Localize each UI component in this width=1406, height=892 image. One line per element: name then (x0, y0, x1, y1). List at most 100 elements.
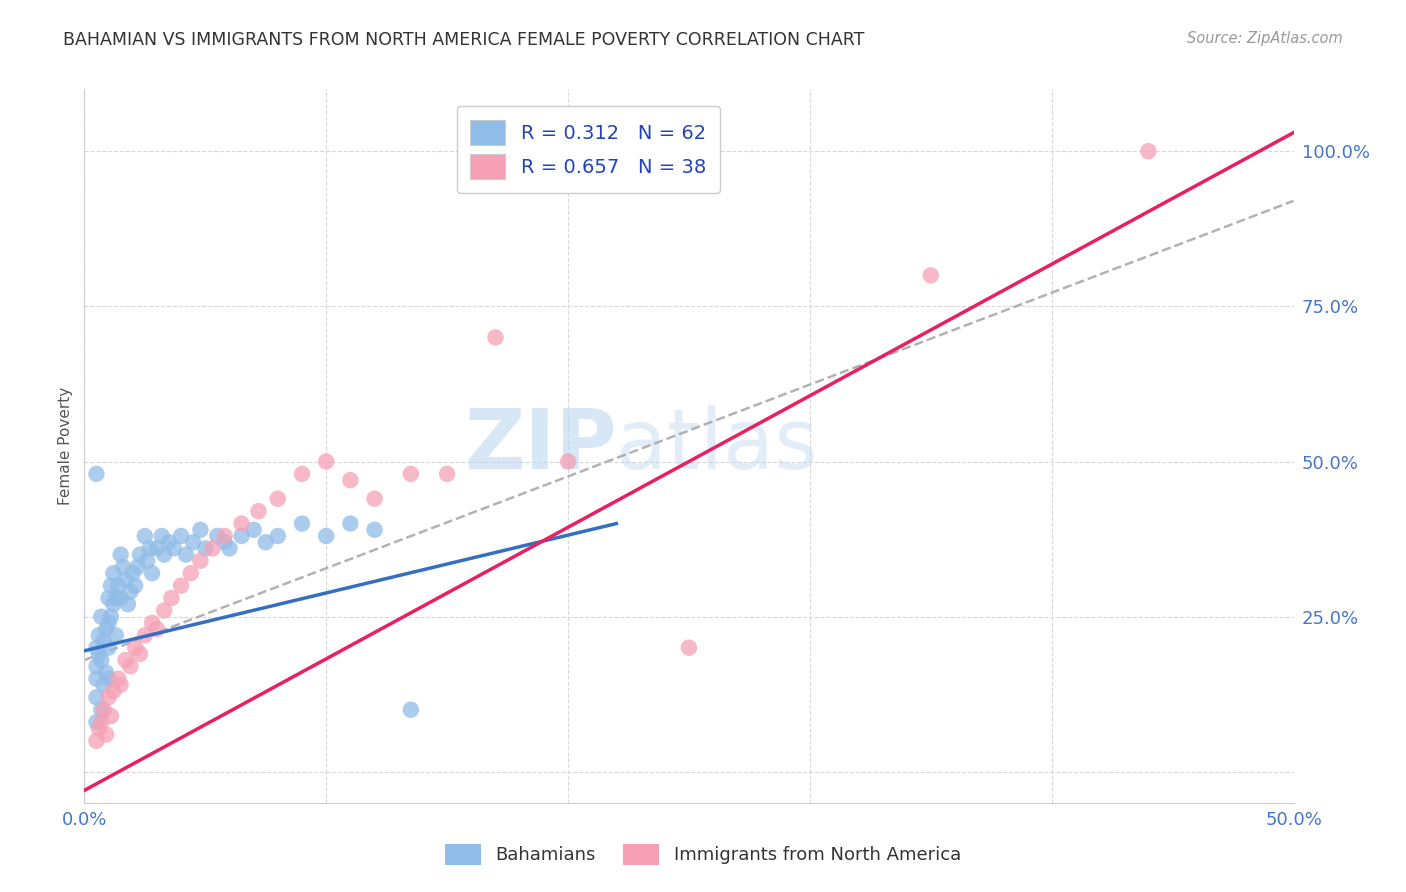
Point (86, 690, 108, 705)
Point (86, 715, 108, 730)
Point (94, 622, 117, 636)
Point (920, 268, 942, 283)
Point (114, 653, 136, 667)
Point (110, 591, 132, 605)
Point (104, 628, 127, 642)
Point (97, 640, 120, 655)
Point (107, 672, 129, 686)
Point (399, 703, 422, 717)
Point (315, 529, 337, 543)
Point (120, 659, 142, 673)
Point (100, 609, 122, 624)
Point (214, 529, 236, 543)
Text: Source: ZipAtlas.com: Source: ZipAtlas.com (1187, 31, 1343, 46)
Point (107, 579, 129, 593)
Point (180, 566, 202, 581)
Point (97, 615, 120, 630)
Point (339, 516, 361, 531)
Point (86, 659, 108, 673)
Point (87, 628, 110, 642)
Point (100, 579, 122, 593)
Point (121, 566, 143, 581)
Point (124, 579, 146, 593)
Point (86, 733, 108, 747)
Point (86, 640, 108, 655)
Point (1137, 145, 1160, 159)
Point (90, 609, 112, 624)
Point (117, 597, 139, 611)
Point (231, 516, 253, 531)
Point (86, 467, 108, 481)
Point (150, 529, 173, 543)
Point (231, 529, 253, 543)
Point (484, 330, 506, 344)
Point (90, 715, 112, 730)
Point (436, 467, 458, 481)
Point (141, 615, 163, 630)
Point (124, 640, 146, 655)
Point (114, 573, 136, 587)
Point (129, 548, 152, 562)
Point (136, 554, 159, 568)
Point (138, 541, 160, 556)
Point (146, 541, 169, 556)
Point (339, 473, 361, 487)
Point (153, 548, 176, 562)
Point (291, 516, 314, 531)
Point (214, 535, 236, 549)
Text: atlas: atlas (616, 406, 818, 486)
Point (157, 535, 180, 549)
Point (170, 529, 193, 543)
Point (87, 722, 110, 736)
Point (254, 535, 277, 549)
Text: BAHAMIAN VS IMMIGRANTS FROM NORTH AMERICA FEMALE POVERTY CORRELATION CHART: BAHAMIAN VS IMMIGRANTS FROM NORTH AMERIC… (63, 31, 865, 49)
Point (112, 560, 135, 574)
Point (678, 640, 700, 655)
Point (363, 491, 385, 506)
Point (146, 622, 169, 636)
Point (141, 566, 163, 581)
Point (163, 541, 186, 556)
Point (190, 523, 212, 537)
Point (134, 529, 156, 543)
Y-axis label: Female Poverty: Female Poverty (58, 387, 73, 505)
Point (247, 504, 270, 518)
Point (363, 523, 385, 537)
Point (97, 672, 120, 686)
Point (90, 653, 112, 667)
Point (160, 591, 183, 605)
Point (104, 591, 127, 605)
Point (153, 603, 176, 617)
Point (174, 548, 197, 562)
Point (86, 672, 108, 686)
Point (93, 634, 115, 648)
Text: ZIP: ZIP (464, 406, 616, 486)
Point (97, 690, 120, 705)
Point (90, 703, 112, 717)
Point (103, 597, 125, 611)
Legend: Bahamians, Immigrants from North America: Bahamians, Immigrants from North America (437, 837, 969, 871)
Point (267, 491, 290, 506)
Point (93, 678, 115, 692)
Point (100, 709, 122, 723)
Point (127, 560, 149, 574)
Point (103, 684, 125, 698)
Point (181, 535, 204, 549)
Point (201, 541, 224, 556)
Point (103, 566, 125, 581)
Point (134, 628, 156, 642)
Point (97, 591, 120, 605)
Point (242, 523, 264, 537)
Point (93, 703, 115, 717)
Point (120, 584, 142, 599)
Point (110, 548, 132, 562)
Point (207, 529, 229, 543)
Point (190, 554, 212, 568)
Point (291, 467, 314, 481)
Point (94, 665, 117, 680)
Point (267, 529, 290, 543)
Point (315, 454, 337, 468)
Point (218, 541, 240, 556)
Point (194, 541, 217, 556)
Point (87, 647, 110, 661)
